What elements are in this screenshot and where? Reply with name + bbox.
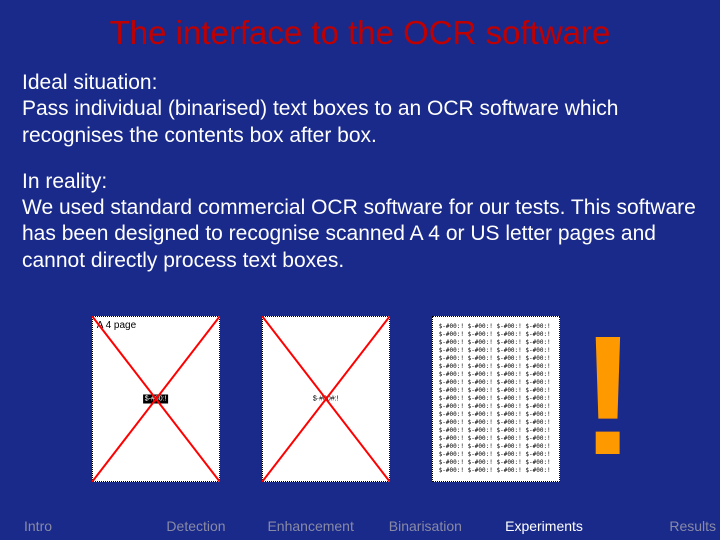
dense-line: $-#00:! $-#00:! $-#00:! $-#00:! [439,403,551,411]
dense-line: $-#00:! $-#00:! $-#00:! $-#00:! [439,395,551,403]
text-box-sample: $-#00:! [143,395,169,404]
dense-line: $-#00:! $-#00:! $-#00:! $-#00:! [439,371,551,379]
figure-a4-page-dense: $-#00:! $-#00:! $-#00:! $-#00:!$-#00:! $… [432,316,560,482]
paragraph-2: In reality:We used standard commercial O… [22,169,698,274]
nav-results[interactable]: Results [601,518,716,534]
dense-line: $-#00:! $-#00:! $-#00:! $-#00:! [439,363,551,371]
dense-line: $-#00:! $-#00:! $-#00:! $-#00:! [439,427,551,435]
nav-detection[interactable]: Detection [139,518,254,534]
dense-line: $-#00:! $-#00:! $-#00:! $-#00:! [439,323,551,331]
dense-line: $-#00:! $-#00:! $-#00:! $-#00:! [439,411,551,419]
dense-line: $-#00:! $-#00:! $-#00:! $-#00:! [439,355,551,363]
dense-line: $-#00:! $-#00:! $-#00:! $-#00:! [439,443,551,451]
paragraph-1: Ideal situation:Pass individual (binaris… [22,70,698,149]
dense-line: $-#00:! $-#00:! $-#00:! $-#00:! [439,387,551,395]
dense-line: $-#00:! $-#00:! $-#00:! $-#00:! [439,467,551,475]
slide-title: The interface to the OCR software [0,0,720,70]
page-label: A 4 page [97,320,136,331]
figure-a4-page-2: $·#00#:! [262,316,390,482]
figure-a4-page-1: A 4 page $-#00:! [92,316,220,482]
dense-line: $-#00:! $-#00:! $-#00:! $-#00:! [439,419,551,427]
figure-row: A 4 page $-#00:! $·#00#:! $-#00:! $-#00:… [0,316,720,494]
nav-binarisation[interactable]: Binarisation [368,518,483,534]
nav-bar: Intro Detection Enhancement Binarisation… [0,518,720,534]
dense-line: $-#00:! $-#00:! $-#00:! $-#00:! [439,451,551,459]
dense-line: $-#00:! $-#00:! $-#00:! $-#00:! [439,331,551,339]
nav-intro[interactable]: Intro [4,518,139,534]
nav-experiments[interactable]: Experiments [483,518,602,534]
nav-enhancement[interactable]: Enhancement [253,518,368,534]
dense-line: $-#00:! $-#00:! $-#00:! $-#00:! [439,347,551,355]
dense-line: $-#00:! $-#00:! $-#00:! $-#00:! [439,459,551,467]
dense-line: $-#00:! $-#00:! $-#00:! $-#00:! [439,339,551,347]
dense-line: $-#00:! $-#00:! $-#00:! $-#00:! [439,435,551,443]
dense-line: $-#00:! $-#00:! $-#00:! $-#00:! [439,379,551,387]
slide-body: Ideal situation:Pass individual (binaris… [0,70,720,274]
text-box-sample: $·#00#:! [311,395,341,404]
exclamation-icon: ! [580,316,629,478]
